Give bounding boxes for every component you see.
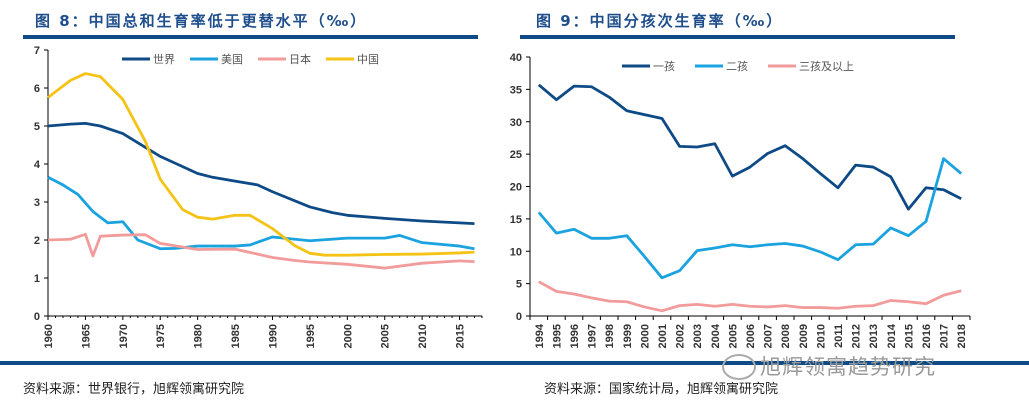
y-tick-label: 1	[34, 273, 40, 285]
x-tick-label: 2007	[763, 324, 775, 348]
x-tick-label: 2003	[692, 324, 704, 348]
y-tick-label: 20	[510, 182, 522, 194]
legend-label: 美国	[221, 53, 243, 66]
x-tick-label: 2015	[455, 324, 467, 348]
x-tick-label: 2010	[417, 324, 429, 348]
y-tick-label: 5	[34, 121, 40, 133]
legend-label: 世界	[153, 53, 175, 66]
left-title-divider	[23, 35, 478, 39]
y-tick-label: 15	[510, 214, 522, 226]
series-line-二孩	[537, 157, 963, 280]
x-tick-label: 1995	[305, 324, 317, 348]
x-tick-label: 1975	[155, 324, 167, 348]
x-tick-label: 1995	[551, 324, 563, 348]
x-tick-label: 2018	[956, 324, 968, 348]
x-tick-label: 2002	[675, 324, 687, 348]
bottom-divider	[0, 361, 1029, 365]
x-tick-label: 1999	[622, 324, 634, 348]
series-line-世界	[47, 121, 475, 226]
watermark: 旭辉领寓趋势研究	[760, 355, 936, 379]
x-tick-label: 1990	[267, 324, 279, 348]
x-tick-label: 2000	[342, 324, 354, 348]
series-line-美国	[47, 176, 475, 251]
left-source: 资料来源：世界银行，旭辉领寓研究院	[23, 382, 245, 397]
x-tick-label: 2013	[868, 324, 880, 348]
x-tick-label: 2005	[727, 324, 739, 348]
wechat-icon	[722, 354, 756, 380]
y-tick-label: 4	[34, 159, 41, 171]
x-tick-label: 2001	[657, 324, 669, 348]
y-tick-label: 25	[510, 149, 522, 161]
y-tick-label: 0	[34, 311, 40, 323]
x-tick-label: 2004	[710, 323, 722, 348]
x-tick-label: 2006	[745, 324, 757, 348]
x-tick-label: 2017	[939, 324, 951, 348]
right-source: 资料来源：国家统计局，旭辉领寓研究院	[544, 382, 779, 397]
x-tick-label: 2015	[903, 324, 915, 348]
left-chart-title: 图 8：中国总和生育率低于更替水平（‰）	[35, 12, 368, 30]
y-tick-label: 6	[34, 83, 40, 95]
x-tick-label: 1970	[118, 324, 130, 348]
y-tick-label: 3	[34, 197, 40, 209]
x-tick-label: 1998	[604, 324, 616, 348]
x-tick-label: 1997	[587, 324, 599, 348]
x-tick-label: 2010	[815, 324, 827, 348]
y-tick-label: 5	[516, 279, 522, 291]
y-tick-label: 30	[510, 117, 522, 129]
legend-label: 中国	[357, 53, 379, 66]
y-tick-label: 35	[510, 84, 522, 96]
y-tick-label: 2	[34, 235, 40, 247]
legend-label: 一孩	[653, 60, 675, 73]
x-tick-label: 2012	[851, 324, 863, 348]
x-tick-label: 1994	[534, 323, 546, 348]
legend-label: 二孩	[726, 60, 748, 73]
series-line-中国	[47, 72, 475, 257]
x-tick-label: 2008	[780, 324, 792, 348]
x-tick-label: 1996	[569, 324, 581, 348]
x-tick-label: 1985	[230, 324, 242, 348]
x-tick-label: 1980	[193, 324, 205, 348]
y-tick-label: 40	[510, 52, 522, 64]
right-chart-title: 图 9：中国分孩次生育率（‰）	[536, 12, 784, 30]
x-tick-label: 2009	[798, 324, 810, 348]
series-line-三孩及以上	[538, 280, 962, 313]
x-tick-label: 1965	[80, 324, 92, 348]
x-tick-label: 2000	[639, 324, 651, 348]
y-tick-label: 0	[516, 311, 522, 323]
legend-label: 日本	[289, 52, 311, 66]
y-tick-label: 10	[510, 246, 522, 258]
series-line-日本	[47, 232, 475, 270]
y-tick-label: 7	[34, 45, 40, 57]
x-tick-label: 2014	[886, 323, 898, 348]
right-title-divider	[520, 35, 955, 39]
legend-label: 三孩及以上	[799, 60, 854, 73]
x-tick-label: 2005	[380, 324, 392, 348]
x-tick-label: 1960	[43, 324, 55, 348]
x-tick-label: 2016	[921, 324, 933, 348]
series-line-一孩	[537, 83, 962, 211]
x-tick-label: 2011	[833, 324, 845, 348]
